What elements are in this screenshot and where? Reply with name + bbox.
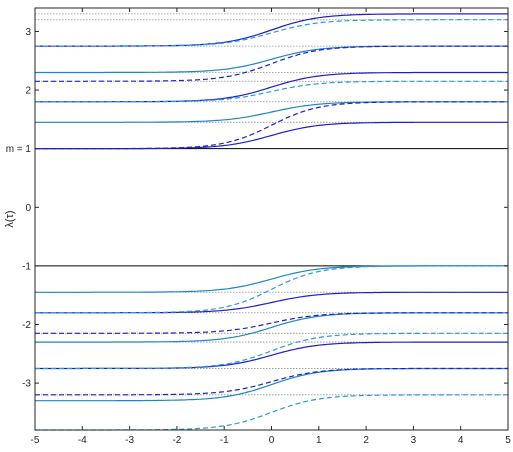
solid-series-line: [35, 45, 508, 74]
x-tick-label: -2: [172, 435, 181, 446]
x-tick-label: 3: [411, 435, 417, 446]
dashed-series-line: [35, 80, 508, 103]
dashed-series-line: [35, 367, 508, 396]
solid-series-line: [35, 341, 508, 370]
x-tick-label: -5: [31, 435, 40, 446]
dashed-series-line: [35, 101, 508, 150]
solid-series-line: [35, 13, 508, 47]
x-tick-label: 4: [458, 435, 464, 446]
x-tick-label: 2: [363, 435, 369, 446]
dashed-series-line: [35, 394, 508, 431]
x-axis: -5 -4 -3 -2 -1 0 1 2 3 4 5: [31, 8, 511, 446]
x-tick-label: -3: [125, 435, 134, 446]
plot-frame: [34, 7, 509, 431]
y-tick-label: 3: [25, 27, 31, 38]
x-tick-label: 1: [316, 435, 322, 446]
annotation-m-1: m = 1: [6, 144, 32, 155]
x-tick-label: 0: [269, 435, 275, 446]
dashed-series-line: [35, 312, 508, 334]
y-axis: 3 2 0 -1 -2 -3: [22, 27, 508, 390]
solid-series-line: [35, 71, 508, 103]
solid-series-line: [35, 101, 508, 123]
asymptote-lines: [35, 13, 508, 396]
dashed-series-line: [35, 45, 508, 82]
y-axis-label: λ(τ): [4, 210, 16, 227]
dashed-series-line: [35, 265, 508, 314]
dashed-series-line: [35, 332, 508, 370]
y-tick-label: 0: [25, 203, 31, 214]
dashed-series-line: [35, 19, 508, 47]
solid-series-line: [35, 121, 508, 150]
x-tick-label: -1: [220, 435, 229, 446]
x-tick-label: 5: [505, 435, 511, 446]
y-tick-label: -2: [22, 320, 31, 331]
y-tick-label: 2: [25, 86, 31, 97]
x-tick-label: -4: [78, 435, 87, 446]
y-tick-label: -1: [22, 261, 31, 272]
solid-series-line: [35, 312, 508, 343]
series-lines: [35, 13, 508, 431]
solid-series-line: [35, 291, 508, 314]
solid-series-line: [35, 367, 508, 402]
y-tick-label: -3: [22, 379, 31, 390]
reference-lines: [35, 148, 508, 267]
solid-series-line: [35, 265, 508, 293]
